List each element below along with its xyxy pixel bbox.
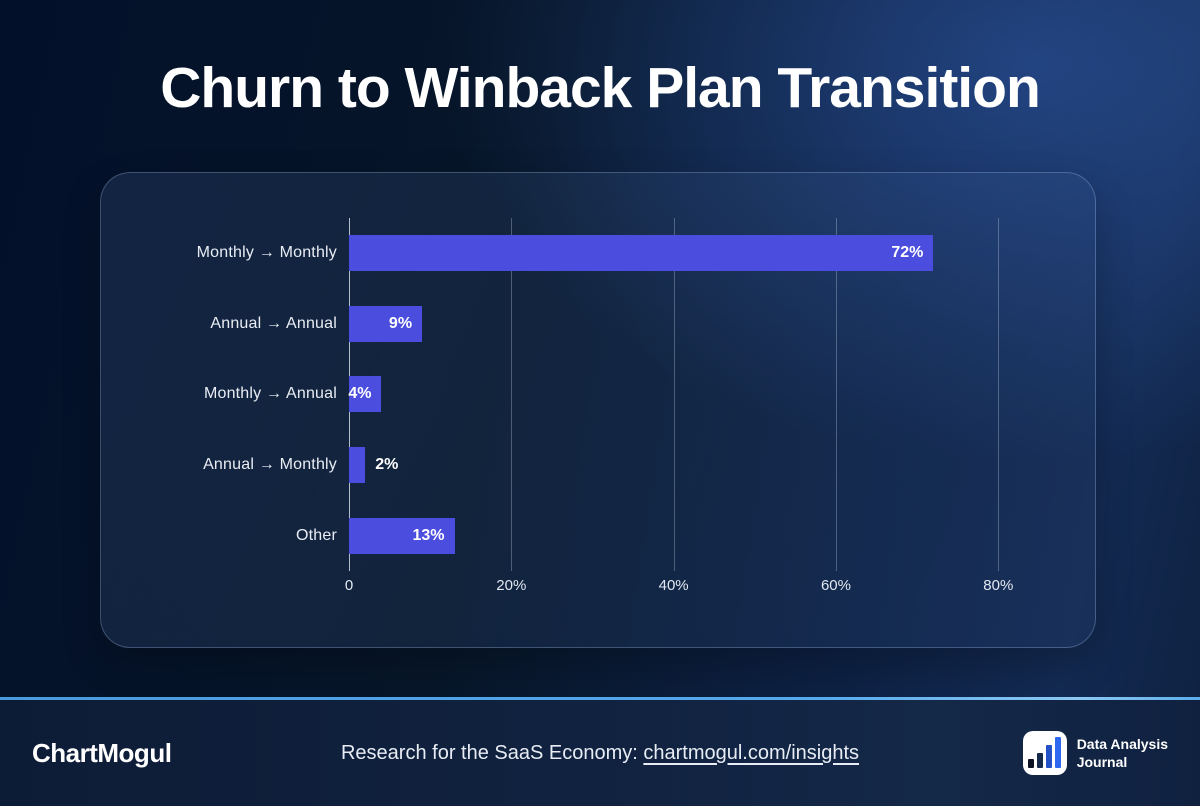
x-tick-label: 40%	[658, 577, 689, 594]
gridline-80	[998, 218, 1000, 571]
bar-row: Annual → Annual 9%	[101, 305, 1047, 342]
bar-row: Monthly → Monthly 72%	[101, 235, 1047, 272]
icon-bar	[1028, 759, 1035, 768]
bar-chart-icon	[1022, 731, 1067, 775]
journal-name: Data Analysis Journal	[1076, 735, 1168, 770]
bar	[349, 305, 423, 342]
bar-track: 9%	[349, 305, 1047, 342]
bar-row: Monthly → Annual 4%	[101, 376, 1047, 413]
bar-value-label: 72%	[891, 244, 924, 262]
icon-bar	[1055, 737, 1062, 768]
bar-track: 2%	[349, 447, 1047, 484]
footer-tagline: Research for the SaaS Economy: chartmogu…	[252, 742, 948, 765]
bar	[349, 447, 366, 484]
bar	[349, 517, 455, 554]
category-label: Annual → Monthly	[203, 456, 337, 474]
footer: ChartMogul Research for the SaaS Economy…	[0, 697, 1200, 806]
bar-value-label: 9%	[388, 314, 413, 332]
x-tick-label: 0	[344, 577, 354, 594]
category-label: Annual → Annual	[210, 314, 337, 332]
category-label: Monthly → Monthly	[196, 244, 337, 262]
journal-branding: Data Analysis Journal	[948, 731, 1168, 775]
category-label: Monthly → Annual	[203, 385, 337, 403]
x-tick-label: 60%	[820, 577, 851, 594]
bar	[349, 376, 382, 413]
gridline-40	[673, 218, 675, 571]
insights-link[interactable]: chartmogul.com/insights	[643, 741, 860, 764]
bar-track: 4%	[348, 376, 1047, 413]
category-label: Other	[295, 526, 337, 544]
bar-value-label: 2%	[375, 456, 399, 474]
chart-bars: Monthly → Monthly 72% Annual → Annual 9% Mon…	[101, 218, 1047, 571]
x-tick-label: 20%	[496, 577, 527, 594]
bar-value-label: 13%	[412, 526, 445, 544]
bar-value-label: 4%	[348, 385, 372, 403]
chart-panel: Monthly → Monthly 72% Annual → Annual 9% Mon…	[100, 172, 1096, 648]
bar-row: Annual → Monthly 2%	[101, 447, 1047, 484]
x-axis-tick-labels: 0 20% 40% 60% 80%	[345, 577, 1047, 601]
chartmogul-logo: ChartMogul	[32, 737, 172, 768]
bar	[349, 235, 934, 272]
tagline-text: Research for the SaaS Economy:	[340, 741, 644, 764]
x-tick-label: 80%	[983, 577, 1014, 594]
icon-bar	[1046, 745, 1053, 768]
bar-track: 13%	[349, 517, 1047, 554]
bar-track: 72%	[349, 235, 1047, 272]
gridline-20	[511, 218, 513, 571]
bar-row: Other 13%	[101, 517, 1047, 554]
page-title: Churn to Winback Plan Transition	[160, 56, 1041, 120]
gridline-60	[835, 218, 837, 571]
footer-divider-line	[0, 697, 1200, 700]
icon-bar	[1037, 753, 1044, 768]
